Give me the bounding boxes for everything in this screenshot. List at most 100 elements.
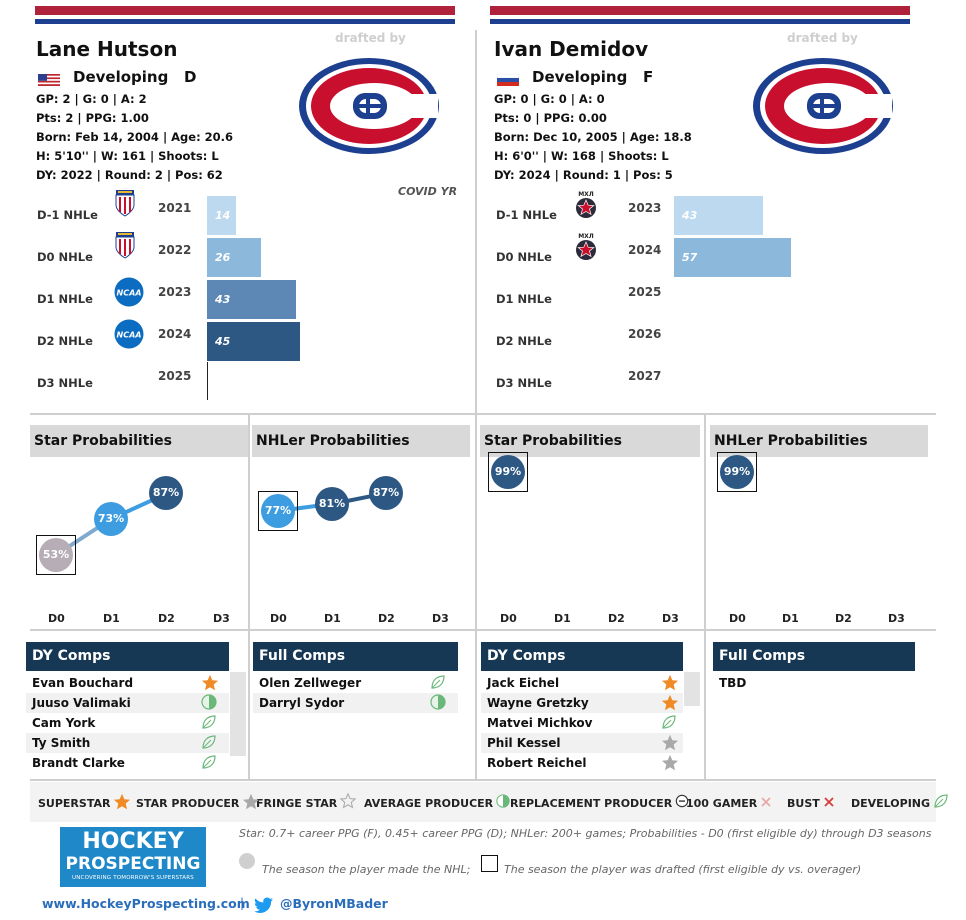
player-status: Developing D: [73, 68, 196, 86]
season-label: D0 NHLe: [496, 250, 552, 264]
season-label: D2 NHLe: [37, 334, 93, 348]
full-comps-header: Full Comps: [253, 642, 458, 671]
full-comps-header: Full Comps: [713, 642, 915, 671]
drafted-marker: [488, 451, 528, 492]
position-text: D: [184, 68, 197, 86]
scrollbar[interactable]: [684, 672, 700, 706]
season-year: 2021: [158, 201, 192, 215]
position-text: F: [643, 68, 654, 86]
superstar-icon: [661, 674, 679, 696]
website-link[interactable]: www.HockeyProspecting.com: [42, 896, 250, 911]
x-axis-label: D2: [608, 612, 625, 625]
twitter-handle[interactable]: @ByronMBader: [280, 896, 388, 911]
prob-point: [39, 537, 73, 572]
season-year: 2024: [628, 243, 662, 257]
player-status: Developing F: [532, 68, 653, 86]
x-axis-label: D3: [432, 612, 449, 625]
player-name: Ivan Demidov: [494, 37, 649, 61]
nhle-bar: [207, 196, 236, 235]
stat-line: Pts: 0 | PPG: 0.00: [494, 111, 607, 125]
legend-label: REPLACEMENT PRODUCER: [510, 797, 673, 810]
ncaa-logo: NCAA: [114, 319, 144, 353]
season-label: D3 NHLe: [496, 376, 552, 390]
nhler-prob-title: NHLer Probabilities: [710, 425, 928, 457]
svg-text:NCAA: NCAA: [117, 289, 142, 298]
x-axis-label: D3: [888, 612, 905, 625]
scrollbar[interactable]: [230, 672, 246, 756]
superstar-icon: [201, 674, 219, 696]
legend-label: FRINGE STAR: [256, 797, 338, 810]
definition-note: Star: 0.7+ career PPG (F), 0.45+ career …: [239, 827, 932, 840]
prob-point-label: 87%: [152, 486, 180, 500]
covid-note: COVID YR: [398, 185, 458, 198]
fringe-star-icon: [340, 793, 357, 813]
average-producer-icon: [496, 793, 510, 812]
comp-row: Juuso Valimaki: [26, 693, 229, 713]
drafted-note: The season the player was drafted (first…: [504, 863, 862, 876]
nhle-bar: [674, 238, 792, 277]
ncaa-logo: NCAA: [114, 277, 144, 311]
x-axis-label: D1: [103, 612, 120, 625]
replacement-producer-icon: [201, 694, 217, 714]
nhle-bar-value: 43: [215, 293, 231, 306]
drafted-by-label: drafted by: [787, 31, 858, 45]
stat-line: DY: 2022 | Round: 2 | Pos: 62: [36, 168, 223, 182]
prob-point-label: 81%: [318, 497, 346, 511]
montreal-canadiens-logo: [298, 56, 440, 160]
comp-row: Brandt Clarke: [32, 756, 125, 770]
bust-icon: [823, 793, 835, 812]
legend-label: BUST: [787, 797, 820, 810]
prob-point: [149, 476, 183, 511]
prob-point: [94, 501, 128, 536]
drafted-marker: [258, 491, 298, 532]
mhl-logo: MХЛ: [574, 189, 598, 223]
legend-label: 100 GAMER: [686, 797, 758, 810]
svg-text:MХЛ: MХЛ: [578, 191, 594, 198]
nhle-bar: [207, 280, 296, 319]
comp-row: Matvei Michkov: [487, 716, 593, 730]
player-name: Lane Hutson: [36, 37, 178, 61]
hockey-prospecting-logo: HOCKEY PROSPECTING UNCOVERING TOMORROW'S…: [60, 827, 206, 887]
season-label: D0 NHLe: [37, 250, 93, 264]
x-axis-label: D1: [554, 612, 571, 625]
x-axis-label: D0: [500, 612, 517, 625]
status-text: Developing: [532, 68, 628, 86]
season-label: D1 NHLe: [496, 292, 552, 306]
montreal-canadiens-logo: [752, 56, 894, 160]
bar-axis-line: [207, 362, 208, 400]
season-label: D1 NHLe: [37, 292, 93, 306]
header-bar-right: [490, 6, 910, 24]
season-label: D-1 NHLe: [37, 208, 98, 222]
legend-label: SUPERSTAR: [38, 797, 111, 810]
prob-point-label: 73%: [97, 511, 125, 525]
comp-row: Phil Kessel: [481, 733, 683, 753]
nhle-bar-value: 14: [215, 209, 231, 222]
made-nhl-note: The season the player made the NHL;: [262, 863, 471, 876]
season-year: 2027: [628, 369, 662, 383]
comp-row: Robert Reichel: [487, 756, 587, 770]
x-axis-label: D3: [662, 612, 679, 625]
svg-text:NCAA: NCAA: [117, 331, 142, 340]
season-year: 2023: [628, 201, 662, 215]
twitter-icon: [254, 897, 274, 917]
stat-line: Born: Dec 10, 2005 | Age: 18.8: [494, 130, 692, 144]
legend-label: DEVELOPING: [851, 797, 931, 810]
developing-icon: [661, 714, 677, 734]
prob-point: [720, 454, 754, 489]
footer-separator: |: [240, 896, 245, 910]
prob-point-label: 99%: [494, 464, 522, 478]
stat-line: Born: Feb 14, 2004 | Age: 20.6: [36, 130, 234, 144]
prob-point: [369, 476, 403, 511]
usa-flag-icon: [38, 71, 60, 90]
nhler-prob-title: NHLer Probabilities: [252, 425, 470, 457]
mhl-logo: MХЛ: [574, 231, 598, 265]
logo-line2: PROSPECTING: [65, 854, 201, 874]
x-axis-label: D0: [270, 612, 287, 625]
stat-line: H: 6'0'' | W: 168 | Shoots: L: [494, 149, 669, 163]
superstar-icon: [661, 694, 679, 716]
prob-point: [491, 454, 525, 489]
nhle-bar-value: 45: [215, 335, 231, 348]
drafted-by-label: drafted by: [335, 31, 406, 45]
developing-icon: [201, 754, 217, 774]
star-producer-icon: [242, 793, 260, 815]
